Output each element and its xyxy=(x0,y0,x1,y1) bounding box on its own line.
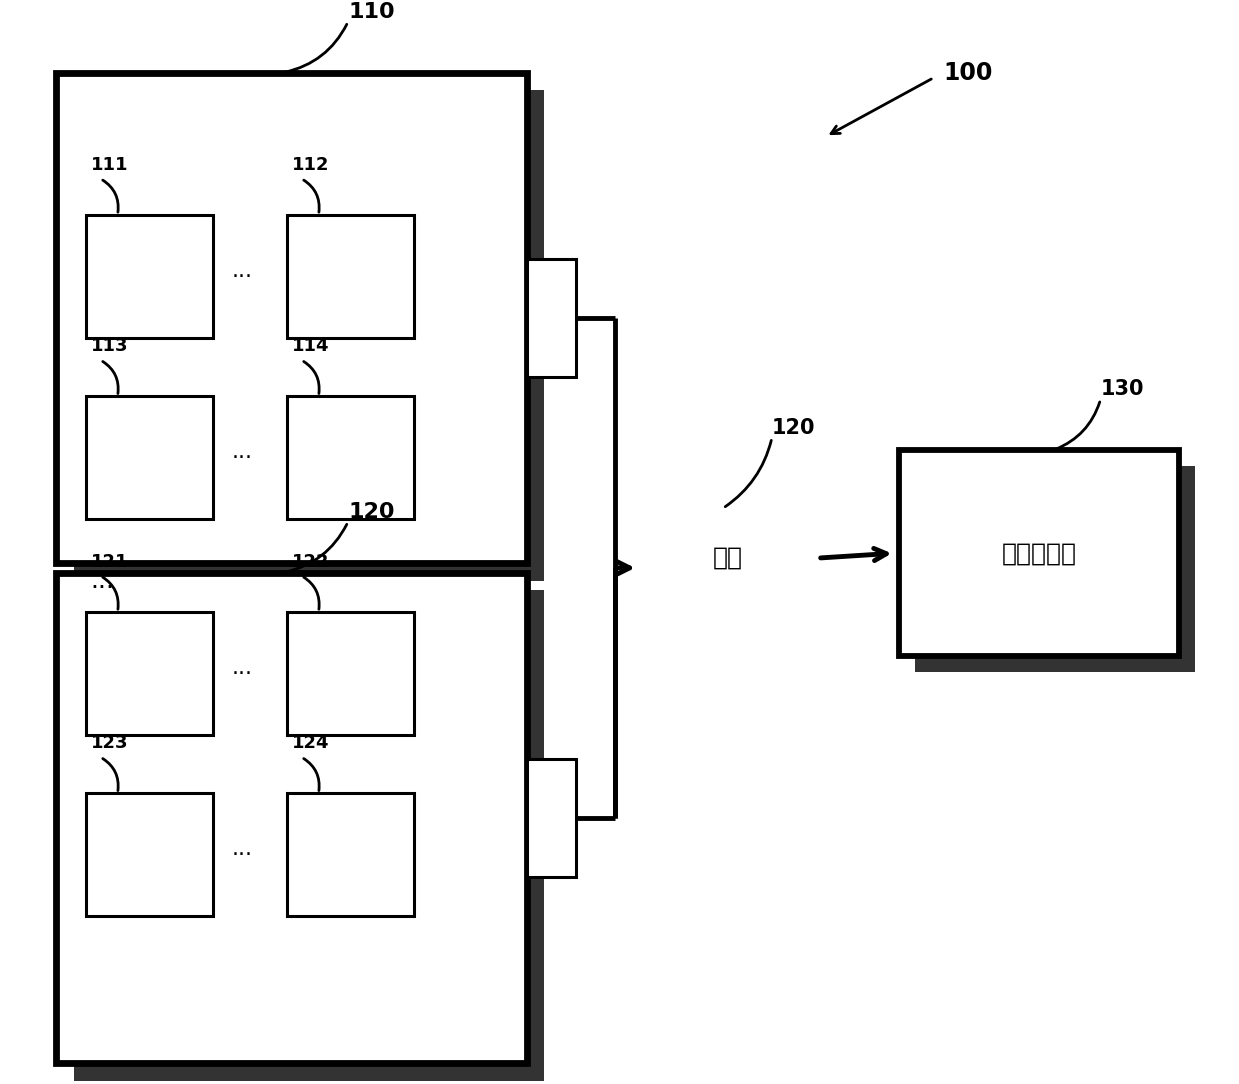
Bar xyxy=(74,90,544,581)
Bar xyxy=(286,397,414,519)
Circle shape xyxy=(639,532,691,584)
Text: ...: ... xyxy=(232,261,253,281)
Circle shape xyxy=(652,504,720,571)
Bar xyxy=(85,215,213,337)
Text: 130: 130 xyxy=(1100,379,1144,399)
Text: 120: 120 xyxy=(348,502,394,521)
Text: 122: 122 xyxy=(291,553,330,571)
Bar xyxy=(527,759,576,877)
Bar xyxy=(527,259,576,377)
Circle shape xyxy=(655,560,711,617)
Circle shape xyxy=(716,488,774,545)
Text: 121: 121 xyxy=(90,553,128,571)
Circle shape xyxy=(771,552,817,596)
Bar xyxy=(286,793,414,916)
Text: 114: 114 xyxy=(291,337,330,356)
Text: 113: 113 xyxy=(90,337,128,356)
Text: 111: 111 xyxy=(90,156,128,173)
Text: 远程服务器: 远程服务器 xyxy=(1001,541,1077,565)
Text: ...: ... xyxy=(232,839,253,860)
Bar xyxy=(85,793,213,916)
Text: 网络: 网络 xyxy=(712,546,743,570)
Bar xyxy=(916,466,1194,672)
Circle shape xyxy=(684,506,772,594)
Bar xyxy=(74,591,544,1081)
Text: 120: 120 xyxy=(772,417,815,438)
Bar xyxy=(286,215,414,337)
Circle shape xyxy=(675,486,736,546)
Circle shape xyxy=(733,506,805,578)
Circle shape xyxy=(768,528,819,580)
Text: 112: 112 xyxy=(291,156,330,173)
Bar xyxy=(85,612,213,735)
Circle shape xyxy=(639,553,684,598)
Text: 123: 123 xyxy=(90,734,128,752)
Text: 100: 100 xyxy=(944,61,992,85)
Bar xyxy=(56,73,527,563)
Text: ...: ... xyxy=(232,658,253,678)
Text: ...: ... xyxy=(232,442,253,462)
Bar xyxy=(286,612,414,735)
Bar xyxy=(85,397,213,519)
Text: ...: ... xyxy=(90,569,114,593)
Text: 124: 124 xyxy=(291,734,330,752)
Bar xyxy=(900,450,1178,656)
Circle shape xyxy=(698,566,758,628)
Bar xyxy=(56,572,527,1063)
Text: 110: 110 xyxy=(348,2,395,22)
Circle shape xyxy=(743,558,800,615)
